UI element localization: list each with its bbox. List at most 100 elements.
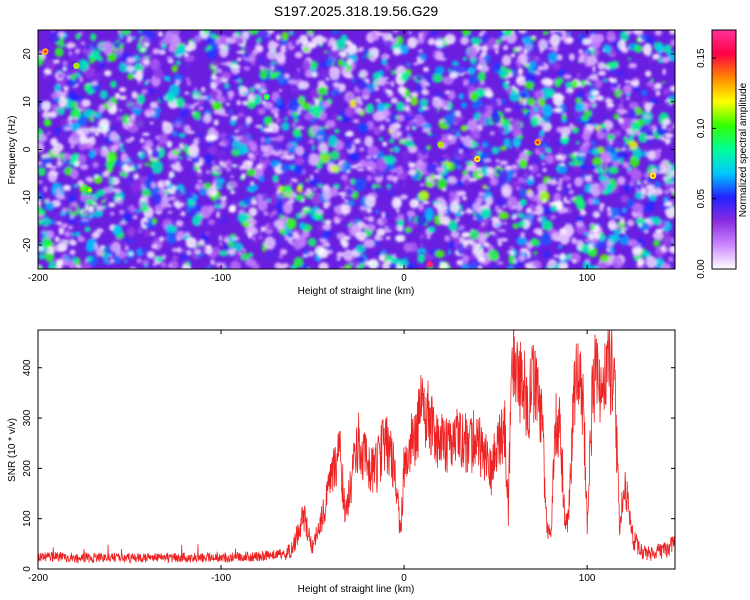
heatmap-cell — [454, 139, 458, 143]
heatmap-cell — [349, 219, 356, 224]
heatmap-cell — [374, 86, 380, 91]
heatmap-cell — [317, 248, 329, 259]
heatmap-cell — [613, 113, 620, 120]
heatmap-cell — [556, 142, 560, 145]
heatmap-cell — [557, 181, 563, 187]
heatmap-cell — [468, 75, 478, 85]
heatmap-cell — [290, 264, 297, 269]
heatmap-cell — [471, 130, 481, 139]
heatmap-cell — [556, 54, 563, 61]
heatmap-cell — [271, 139, 283, 152]
heatmap-cell — [448, 250, 452, 255]
heatmap-cell — [500, 65, 505, 71]
heatmap-cell — [381, 211, 385, 218]
heatmap-cell — [240, 87, 246, 92]
heatmap-cell — [70, 239, 75, 244]
heatmap-cell — [158, 181, 164, 188]
heatmap-cell — [138, 30, 143, 34]
heatmap-cell — [255, 125, 262, 128]
heatmap-cell — [247, 152, 254, 159]
heatmap-cell — [152, 192, 163, 206]
heatmap-cell — [246, 161, 254, 165]
heatmap-cell — [327, 245, 332, 252]
heatmap-cell — [593, 123, 599, 128]
heatmap-cell — [228, 241, 235, 248]
heatmap-cell — [284, 116, 288, 122]
heatmap-cell — [149, 101, 158, 109]
heatmap-cell — [288, 79, 298, 85]
heatmap-cell — [102, 41, 114, 55]
heatmap-cell — [567, 94, 572, 98]
heatmap-cell — [461, 101, 467, 109]
heatmap-cell — [41, 153, 51, 159]
heatmap-cell — [256, 164, 263, 169]
heatmap-cell — [632, 202, 644, 215]
heatmap-cell — [227, 90, 235, 98]
heatmap-cell — [56, 221, 62, 225]
heatmap-cell — [309, 174, 314, 181]
heatmap-cell — [249, 207, 258, 217]
heatmap-cell — [502, 205, 507, 208]
heatmap-cell — [403, 107, 407, 112]
heatmap-cell — [410, 76, 415, 79]
heatmap-cell — [124, 245, 129, 251]
heatmap-cell — [569, 252, 581, 264]
heatmap-cell — [386, 183, 391, 190]
heatmap-cell — [104, 196, 108, 201]
heatmap-cell — [409, 95, 419, 106]
heatmap-cell — [553, 107, 563, 113]
heatmap-cell — [284, 235, 290, 241]
heatmap-cell — [375, 158, 387, 172]
heatmap-cell — [629, 133, 636, 139]
heatmap-peak-core — [75, 64, 78, 68]
heatmap-cell — [518, 220, 526, 228]
heatmap-cell — [179, 202, 185, 207]
heatmap-cell — [53, 83, 62, 92]
heatmap-cell — [610, 230, 616, 236]
heatmap-cell — [377, 77, 386, 87]
heatmap-cell — [669, 241, 675, 247]
heatmap-cell — [101, 199, 106, 204]
heatmap-cell — [550, 215, 557, 220]
heatmap-cell — [488, 249, 500, 261]
heatmap-cell — [334, 218, 341, 224]
heatmap-cell — [336, 257, 341, 261]
heatmap-cell — [73, 110, 82, 116]
heatmap-cell — [508, 145, 513, 149]
heatmap-cell — [147, 208, 154, 215]
heatmap-cell — [408, 162, 416, 168]
snr-series-line — [38, 330, 675, 564]
y-tick-label: -10 — [22, 190, 33, 205]
heatmap-cell — [181, 210, 185, 217]
heatmap-cell — [498, 211, 510, 220]
heatmap-cell — [82, 99, 91, 107]
heatmap-cell — [569, 123, 574, 130]
heatmap-cell — [373, 126, 382, 135]
heatmap-cell — [584, 140, 591, 149]
heatmap-cell — [345, 130, 354, 137]
heatmap-cell — [461, 231, 471, 238]
heatmap-cell — [512, 136, 522, 148]
heatmap-cell — [63, 126, 73, 131]
heatmap-cell — [507, 196, 519, 211]
heatmap-cell — [307, 237, 317, 247]
heatmap-cell — [253, 241, 257, 245]
heatmap-cell — [641, 89, 648, 97]
heatmap-cell — [368, 183, 373, 188]
heatmap-cell — [460, 135, 464, 141]
heatmap-cell — [633, 30, 643, 36]
heatmap-cell — [90, 33, 97, 42]
heatmap-cell — [481, 65, 490, 73]
heatmap-cell — [415, 74, 423, 82]
heatmap-cell — [422, 201, 430, 205]
heatmap-cell — [307, 251, 315, 257]
heatmap-cell — [525, 208, 532, 214]
heatmap-cell — [466, 161, 472, 167]
heatmap-cell — [563, 74, 572, 79]
heatmap-cell — [247, 140, 257, 148]
snr-frame — [37, 329, 676, 570]
heatmap-cell — [608, 166, 619, 175]
heatmap-cell — [46, 131, 51, 136]
heatmap-cell — [349, 262, 353, 266]
heatmap-cell — [270, 137, 277, 140]
